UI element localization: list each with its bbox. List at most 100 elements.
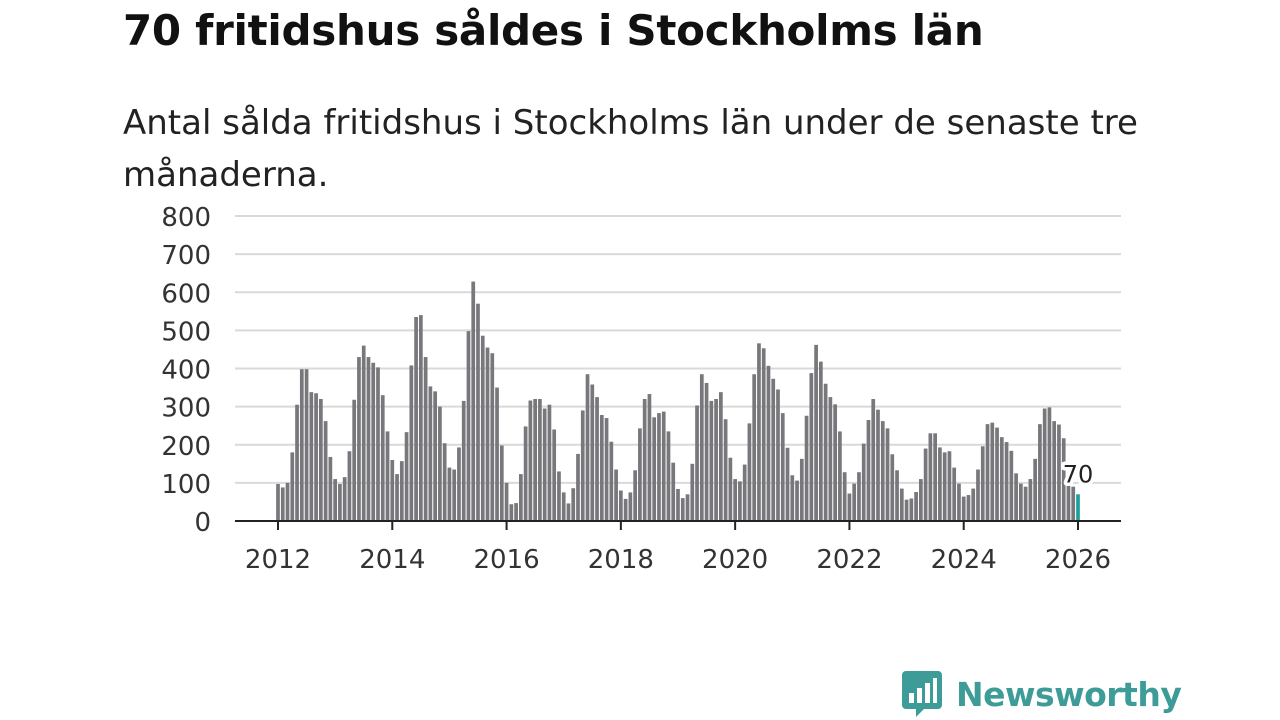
bar	[823, 383, 828, 521]
bar	[766, 365, 771, 521]
bar	[323, 421, 328, 521]
bar	[885, 428, 890, 521]
bar	[1019, 483, 1023, 521]
bar	[609, 441, 614, 521]
y-tick-label: 100	[161, 470, 211, 500]
bar	[928, 433, 933, 521]
bar	[838, 431, 842, 521]
bar	[923, 448, 928, 521]
bar	[509, 504, 514, 521]
bar	[633, 470, 637, 521]
bar-highlight	[1076, 494, 1080, 521]
bar	[880, 421, 885, 521]
bar	[723, 419, 728, 521]
bar	[757, 343, 761, 521]
bar	[785, 447, 790, 521]
bar	[338, 484, 342, 521]
bar	[304, 369, 309, 521]
chart-title: 70 fritidshus såldes i Stockholms län	[123, 6, 984, 55]
y-tick-label: 700	[161, 241, 211, 271]
brand-logo-area[interactable]: Newsworthy	[902, 670, 1182, 718]
bar	[352, 399, 357, 521]
bar	[919, 479, 923, 521]
bar	[947, 451, 952, 521]
bar	[576, 453, 580, 521]
bar	[1038, 424, 1042, 521]
bar	[399, 461, 404, 521]
bar	[1057, 424, 1061, 521]
bar	[452, 469, 457, 521]
bar	[290, 452, 295, 522]
bar	[619, 490, 623, 521]
bar	[590, 384, 595, 521]
bar	[676, 488, 680, 521]
bar	[276, 484, 280, 521]
bar	[819, 361, 823, 521]
brand-name: Newsworthy	[956, 674, 1182, 714]
bar	[904, 499, 909, 521]
bar	[971, 488, 976, 521]
bar	[685, 494, 690, 521]
chart-subtitle: Antal sålda fritidshus i Stockholms län …	[123, 103, 1138, 195]
x-tick-label: 2016	[473, 545, 539, 575]
bar	[933, 433, 937, 521]
bar	[814, 344, 818, 521]
bar	[285, 482, 290, 522]
bar	[1066, 479, 1071, 521]
bar	[1009, 450, 1014, 521]
bar	[809, 373, 814, 521]
bar	[514, 503, 518, 521]
bar	[342, 477, 347, 521]
bar	[909, 498, 914, 521]
bar	[419, 315, 423, 522]
bar	[742, 464, 747, 521]
bar	[704, 382, 709, 521]
bar	[999, 437, 1004, 522]
bar	[299, 369, 304, 521]
x-tick-label: 2014	[359, 545, 425, 575]
bar	[657, 413, 661, 521]
bar	[761, 348, 766, 521]
bar	[547, 404, 552, 521]
bar	[561, 492, 566, 521]
bar	[466, 331, 471, 521]
bar	[747, 423, 752, 521]
y-tick-label: 600	[161, 279, 211, 309]
bar	[709, 400, 714, 521]
bar	[533, 399, 537, 521]
bar	[776, 389, 780, 521]
bar	[438, 406, 442, 522]
highlight-value-label-halo: 70	[1063, 460, 1094, 488]
newsworthy-bar-chart-icon	[902, 671, 942, 717]
bar	[490, 353, 495, 521]
bar	[738, 481, 742, 521]
bar	[1033, 458, 1037, 521]
bar	[380, 395, 385, 521]
bar	[842, 472, 847, 521]
highlight-value-label: 70	[1063, 460, 1094, 488]
bar	[457, 447, 461, 521]
bar	[647, 394, 652, 521]
bar	[523, 426, 528, 521]
bar	[371, 362, 376, 521]
bar	[666, 431, 671, 521]
bar	[719, 392, 723, 521]
bar	[661, 411, 666, 521]
bar	[538, 399, 542, 521]
y-tick-label: 800	[161, 203, 211, 233]
bar	[1047, 407, 1052, 521]
bar	[942, 452, 947, 522]
bar	[366, 357, 371, 521]
bar	[461, 400, 466, 521]
y-tick-label: 0	[194, 508, 211, 538]
bar	[485, 347, 490, 521]
bar	[385, 431, 390, 521]
bar	[680, 498, 685, 522]
bar	[414, 317, 418, 521]
bar	[585, 374, 590, 521]
bar	[319, 399, 323, 521]
bar	[1004, 442, 1009, 521]
bar	[752, 374, 757, 521]
bar	[499, 445, 504, 521]
bar	[1061, 438, 1066, 521]
